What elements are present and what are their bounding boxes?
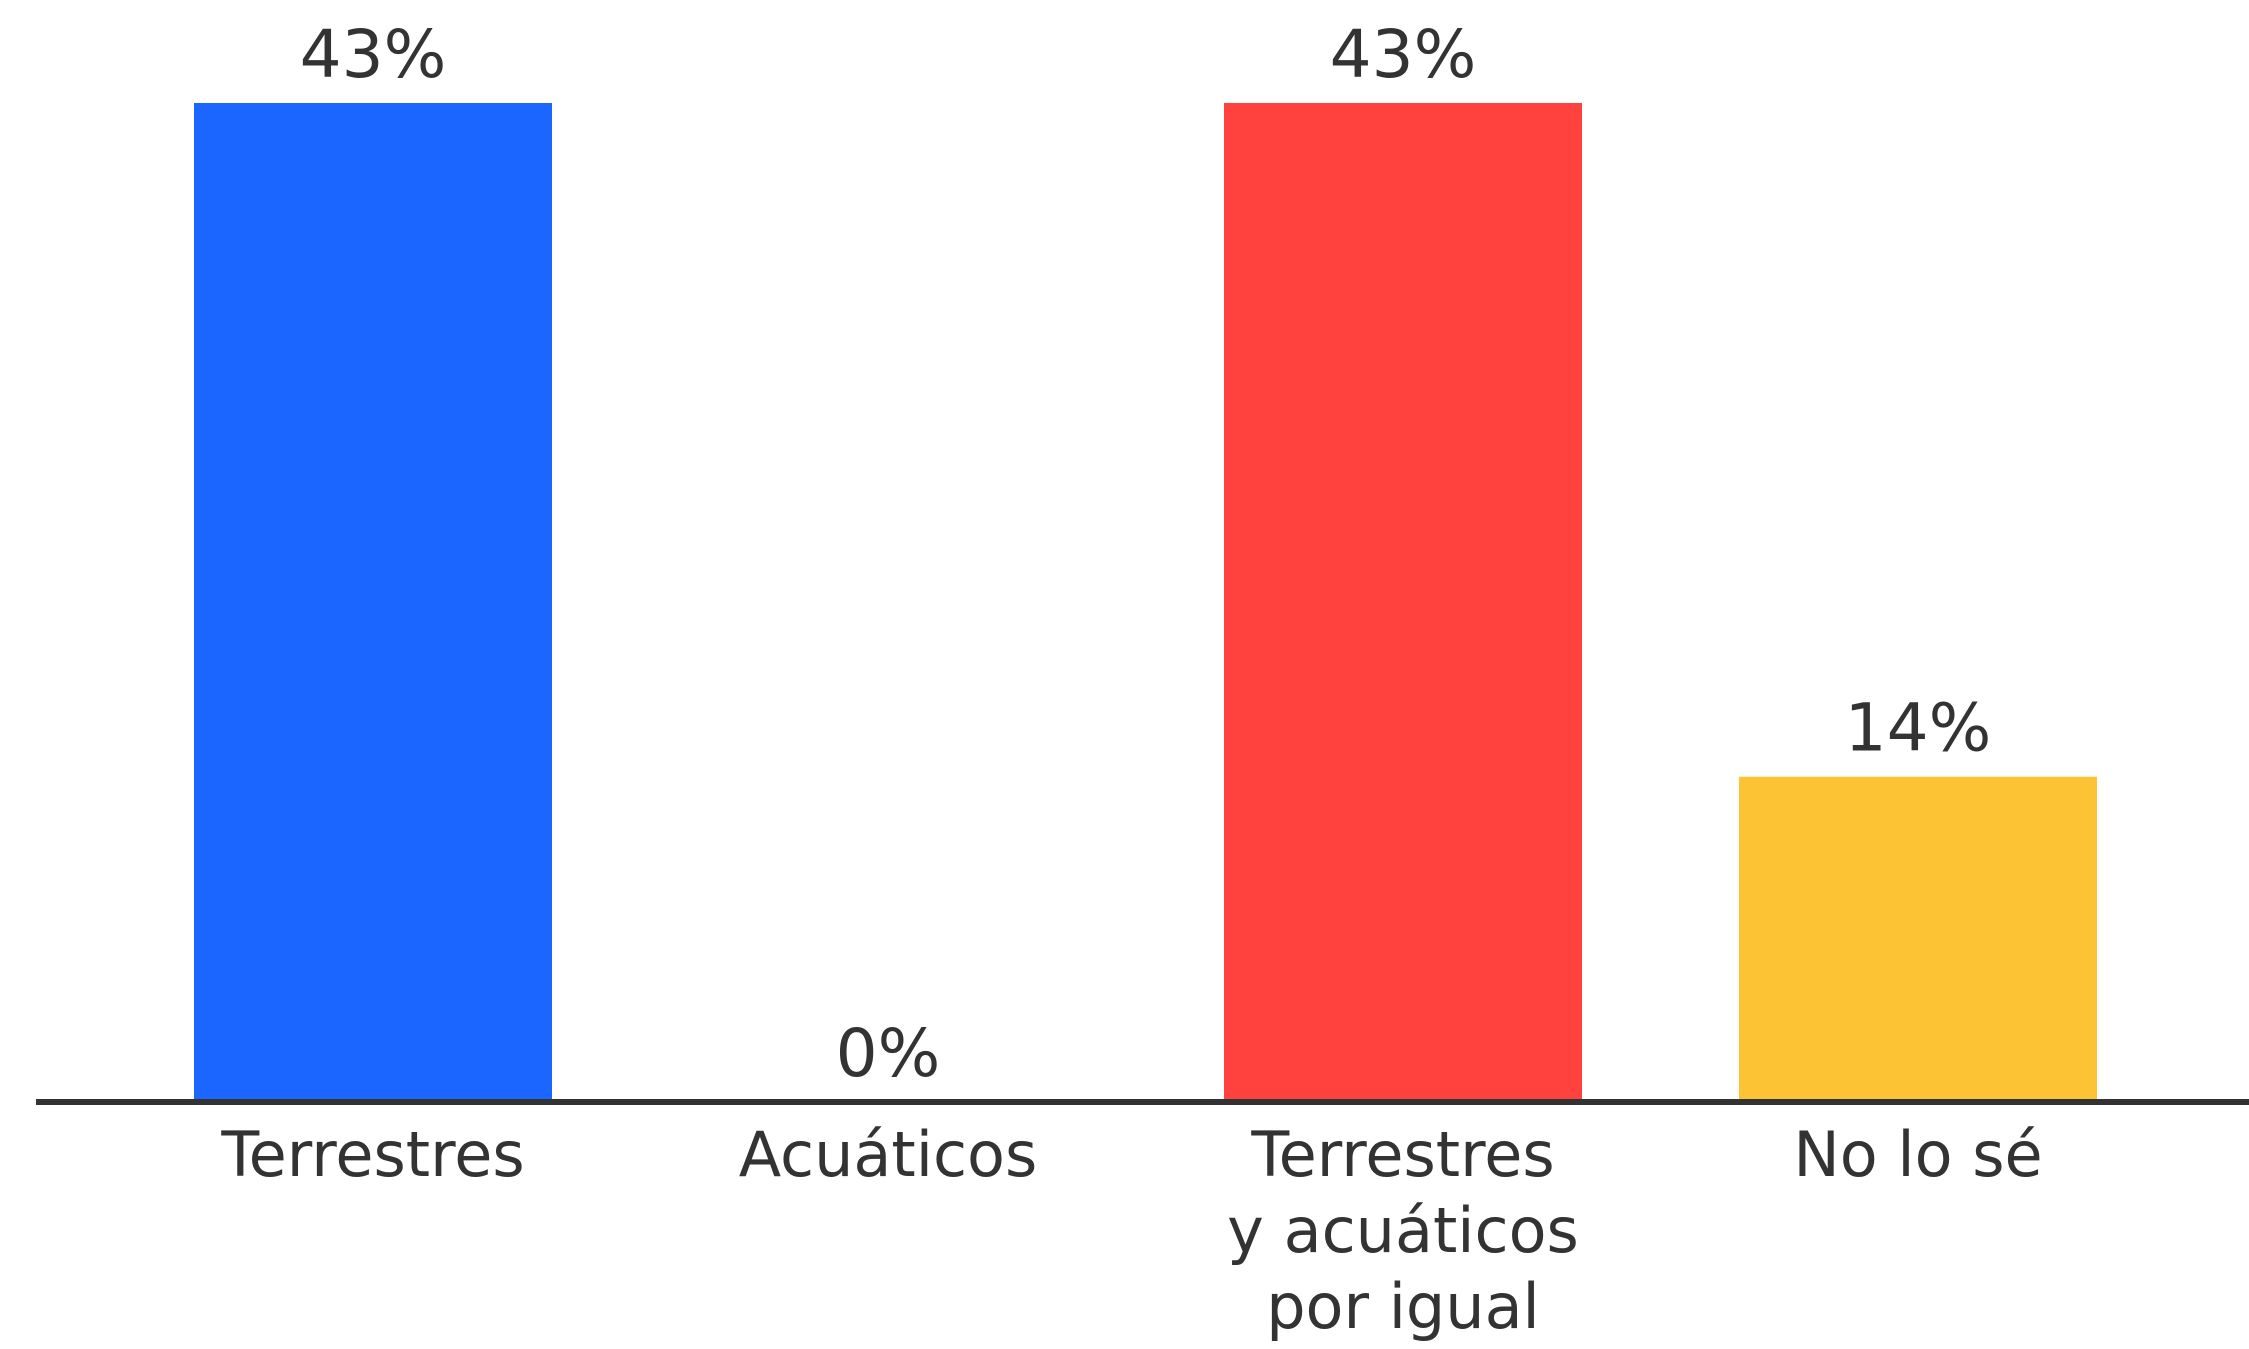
category-label-0-line-0: Terrestres xyxy=(220,1118,524,1191)
category-label-2-line-1: y acuáticos xyxy=(1227,1194,1579,1267)
bar-value-label-1: 0% xyxy=(836,1015,941,1092)
bars-layer xyxy=(194,103,2097,1102)
bar-value-label-0: 43% xyxy=(300,16,447,93)
bar-value-label-2: 43% xyxy=(1330,16,1477,93)
bar-3 xyxy=(1739,776,2097,1102)
bar-2 xyxy=(1224,103,1582,1102)
category-label-2-line-2: por igual xyxy=(1266,1270,1540,1343)
category-label-1-line-0: Acuáticos xyxy=(739,1118,1038,1191)
value-labels-layer: 43% 0% 43% 14% xyxy=(300,16,1992,1092)
bar-value-label-3: 14% xyxy=(1845,690,1992,767)
bar-0 xyxy=(194,103,552,1102)
category-label-3-line-0: No lo sé xyxy=(1793,1118,2042,1191)
category-label-2-line-0: Terrestres xyxy=(1250,1118,1554,1191)
